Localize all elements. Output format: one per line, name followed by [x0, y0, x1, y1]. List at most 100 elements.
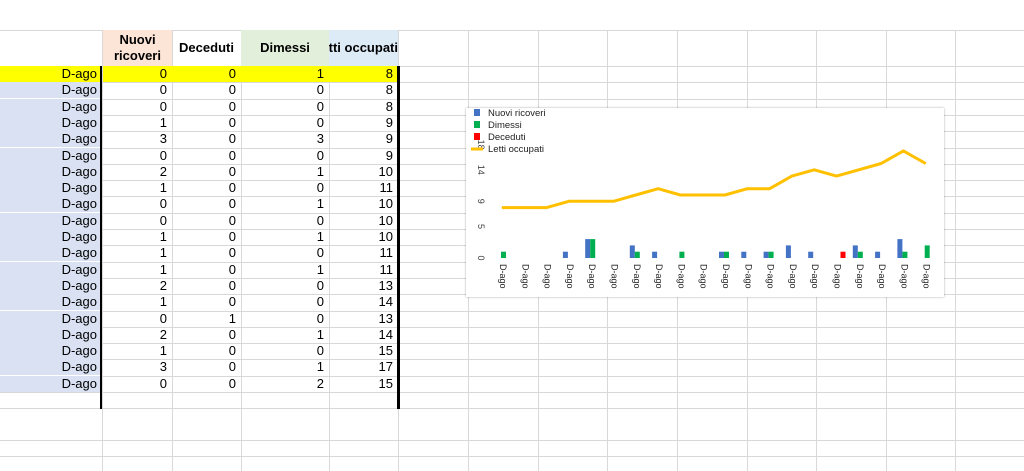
cell-deceduti[interactable]: 0 — [228, 376, 236, 391]
cell-date[interactable]: D-ago — [0, 294, 101, 310]
cell-deceduti[interactable]: 0 — [228, 359, 236, 374]
cell-deceduti[interactable]: 0 — [228, 180, 236, 195]
cell-dimessi[interactable]: 0 — [316, 278, 324, 293]
cell-date[interactable]: D-ago — [0, 278, 101, 294]
cell-date[interactable]: D-ago — [0, 343, 101, 359]
cell-nuovi[interactable]: 1 — [159, 294, 167, 309]
cell-date[interactable]: D-ago — [0, 327, 101, 343]
cell-dimessi[interactable]: 1 — [316, 196, 324, 211]
cell-deceduti[interactable]: 1 — [228, 311, 236, 326]
cell-nuovi[interactable]: 2 — [159, 164, 167, 179]
cell-letti[interactable]: 14 — [378, 327, 393, 342]
cell-dimessi[interactable]: 0 — [316, 294, 324, 309]
cell-deceduti[interactable]: 0 — [228, 82, 236, 97]
cell-dimessi[interactable]: 1 — [316, 262, 324, 277]
cell-deceduti[interactable]: 0 — [228, 115, 236, 130]
cell-nuovi[interactable]: 2 — [159, 278, 167, 293]
cell-date[interactable]: D-ago — [0, 82, 101, 98]
cell-nuovi[interactable]: 1 — [159, 115, 167, 130]
cell-date[interactable]: D-ago — [0, 148, 101, 164]
cell-deceduti[interactable]: 0 — [228, 164, 236, 179]
cell-dimessi[interactable]: 1 — [316, 327, 324, 342]
cell-nuovi[interactable]: 0 — [159, 196, 167, 211]
cell-dimessi[interactable]: 0 — [316, 213, 324, 228]
cell-deceduti[interactable]: 0 — [228, 148, 236, 163]
cell-date[interactable]: D-ago — [0, 213, 101, 229]
cell-date[interactable]: D-ago — [0, 229, 101, 245]
header-letti-occupati[interactable]: etti occupati — [329, 30, 398, 66]
cell-nuovi[interactable]: 1 — [159, 229, 167, 244]
cell-letti[interactable]: 15 — [378, 343, 393, 358]
cell-date[interactable]: D-ago — [0, 359, 101, 375]
cell-deceduti[interactable]: 0 — [228, 343, 236, 358]
chart[interactable]: 0 5 9 14 18 D-ago D-ago D-ago D-ago D-ago D-ago D-a… — [466, 108, 944, 297]
cell-deceduti[interactable]: 0 — [228, 294, 236, 309]
header-dimessi[interactable]: Dimessi — [241, 30, 329, 66]
cell-dimessi[interactable]: 0 — [316, 311, 324, 326]
cell-deceduti[interactable]: 0 — [228, 213, 236, 228]
cell-deceduti[interactable]: 0 — [228, 278, 236, 293]
cell-nuovi[interactable]: 1 — [159, 180, 167, 195]
cell-dimessi[interactable]: 0 — [316, 115, 324, 130]
cell-dimessi[interactable]: 0 — [316, 343, 324, 358]
cell-letti[interactable]: 11 — [379, 180, 394, 195]
header-nuovi-ricoveri[interactable]: Nuovi ricoveri — [103, 30, 172, 66]
cell-letti[interactable]: 15 — [378, 376, 393, 391]
cell-nuovi[interactable]: 1 — [159, 343, 167, 358]
cell-letti[interactable]: 14 — [378, 294, 393, 309]
cell-letti[interactable]: 10 — [378, 229, 393, 244]
cell-date[interactable]: D-ago — [0, 115, 101, 131]
cell-letti[interactable]: 9 — [385, 148, 393, 163]
cell-letti[interactable]: 8 — [329, 66, 398, 82]
cell-deceduti[interactable]: 0 — [228, 196, 236, 211]
cell-dimessi[interactable]: 3 — [316, 131, 324, 146]
cell-nuovi[interactable]: 3 — [159, 131, 167, 146]
cell-letti[interactable]: 8 — [385, 99, 393, 114]
cell-date[interactable]: D-ago — [0, 66, 101, 82]
cell-date[interactable]: D-ago — [0, 131, 101, 147]
cell-deceduti[interactable]: 0 — [228, 245, 236, 260]
cell-letti[interactable]: 10 — [378, 196, 393, 211]
cell-nuovi[interactable]: 0 — [159, 99, 167, 114]
cell-dimessi[interactable]: 1 — [316, 164, 324, 179]
cell-letti[interactable]: 13 — [378, 311, 393, 326]
cell-deceduti[interactable]: 0 — [228, 327, 236, 342]
cell-dimessi[interactable]: 1 — [316, 229, 324, 244]
cell-deceduti[interactable]: 0 — [228, 99, 236, 114]
cell-nuovi[interactable]: 0 — [159, 82, 167, 97]
cell-dimessi[interactable]: 1 — [316, 359, 324, 374]
cell-date[interactable]: D-ago — [0, 196, 101, 212]
cell-nuovi[interactable]: 0 — [159, 376, 167, 391]
cell-deceduti[interactable]: 0 — [228, 131, 236, 146]
cell-deceduti[interactable]: 0 — [172, 66, 241, 82]
cell-date[interactable]: D-ago — [0, 262, 101, 278]
cell-date[interactable]: D-ago — [0, 99, 101, 115]
cell-deceduti[interactable]: 0 — [228, 262, 236, 277]
cell-letti[interactable]: 11 — [379, 245, 394, 260]
cell-nuovi[interactable]: 0 — [103, 66, 172, 82]
cell-letti[interactable]: 10 — [378, 164, 393, 179]
cell-date[interactable]: D-ago — [0, 311, 101, 327]
cell-dimessi[interactable]: 1 — [241, 66, 329, 82]
cell-letti[interactable]: 9 — [385, 115, 393, 130]
cell-nuovi[interactable]: 0 — [159, 311, 167, 326]
cell-dimessi[interactable]: 2 — [316, 376, 324, 391]
cell-letti[interactable]: 8 — [385, 82, 393, 97]
cell-nuovi[interactable]: 1 — [159, 262, 167, 277]
cell-nuovi[interactable]: 0 — [159, 213, 167, 228]
cell-nuovi[interactable]: 1 — [159, 245, 167, 260]
cell-dimessi[interactable]: 0 — [316, 245, 324, 260]
cell-dimessi[interactable]: 0 — [316, 148, 324, 163]
cell-deceduti[interactable]: 0 — [228, 229, 236, 244]
header-deceduti[interactable]: Deceduti — [179, 40, 234, 55]
cell-dimessi[interactable]: 0 — [316, 82, 324, 97]
cell-dimessi[interactable]: 0 — [316, 99, 324, 114]
cell-dimessi[interactable]: 0 — [316, 180, 324, 195]
cell-nuovi[interactable]: 3 — [159, 359, 167, 374]
cell-date[interactable]: D-ago — [0, 164, 101, 180]
cell-date[interactable]: D-ago — [0, 245, 101, 261]
cell-nuovi[interactable]: 2 — [159, 327, 167, 342]
cell-letti[interactable]: 9 — [385, 131, 393, 146]
cell-letti[interactable]: 11 — [379, 262, 394, 277]
